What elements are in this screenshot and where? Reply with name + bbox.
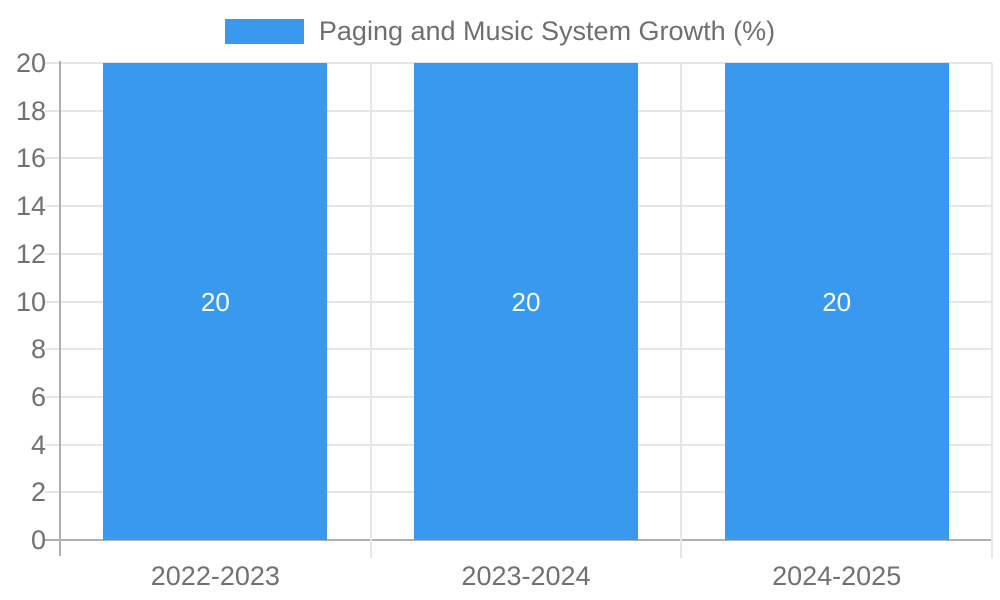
- legend-label: Paging and Music System Growth (%): [318, 16, 776, 46]
- category-separator: [680, 63, 683, 558]
- chart-legend: Paging and Music System Growth (%): [0, 16, 1000, 47]
- bar-value-label: 20: [822, 286, 852, 317]
- bar-value-label: 20: [200, 286, 230, 317]
- bar-value-label: 20: [511, 286, 541, 317]
- y-tick-label: 12: [15, 238, 46, 269]
- y-tick-label: 8: [30, 334, 46, 365]
- y-tick-label: 18: [15, 95, 46, 126]
- x-axis-label: 2023-2024: [461, 561, 591, 591]
- y-tick-label: 10: [15, 286, 46, 317]
- x-axis-label: 2024-2025: [772, 561, 902, 591]
- y-tick-label: 14: [15, 191, 46, 222]
- y-tick-label: 2: [30, 477, 46, 508]
- x-axis-line: [45, 539, 992, 541]
- y-tick-label: 6: [30, 381, 46, 412]
- bar[interactable]: [103, 63, 328, 540]
- plot-right-border: [991, 63, 993, 558]
- bar[interactable]: [414, 63, 638, 540]
- y-axis-line: [59, 61, 61, 556]
- y-tick-label: 4: [30, 429, 46, 460]
- category-separator: [369, 63, 372, 558]
- y-tick-label: 0: [30, 525, 46, 555]
- y-tick-label: 16: [15, 143, 46, 174]
- x-axis-label: 2022-2023: [150, 561, 280, 591]
- legend-item[interactable]: Paging and Music System Growth (%): [224, 16, 776, 47]
- legend-swatch-icon: [224, 19, 304, 44]
- bar[interactable]: [724, 63, 949, 540]
- y-tick-label: 20: [15, 48, 46, 78]
